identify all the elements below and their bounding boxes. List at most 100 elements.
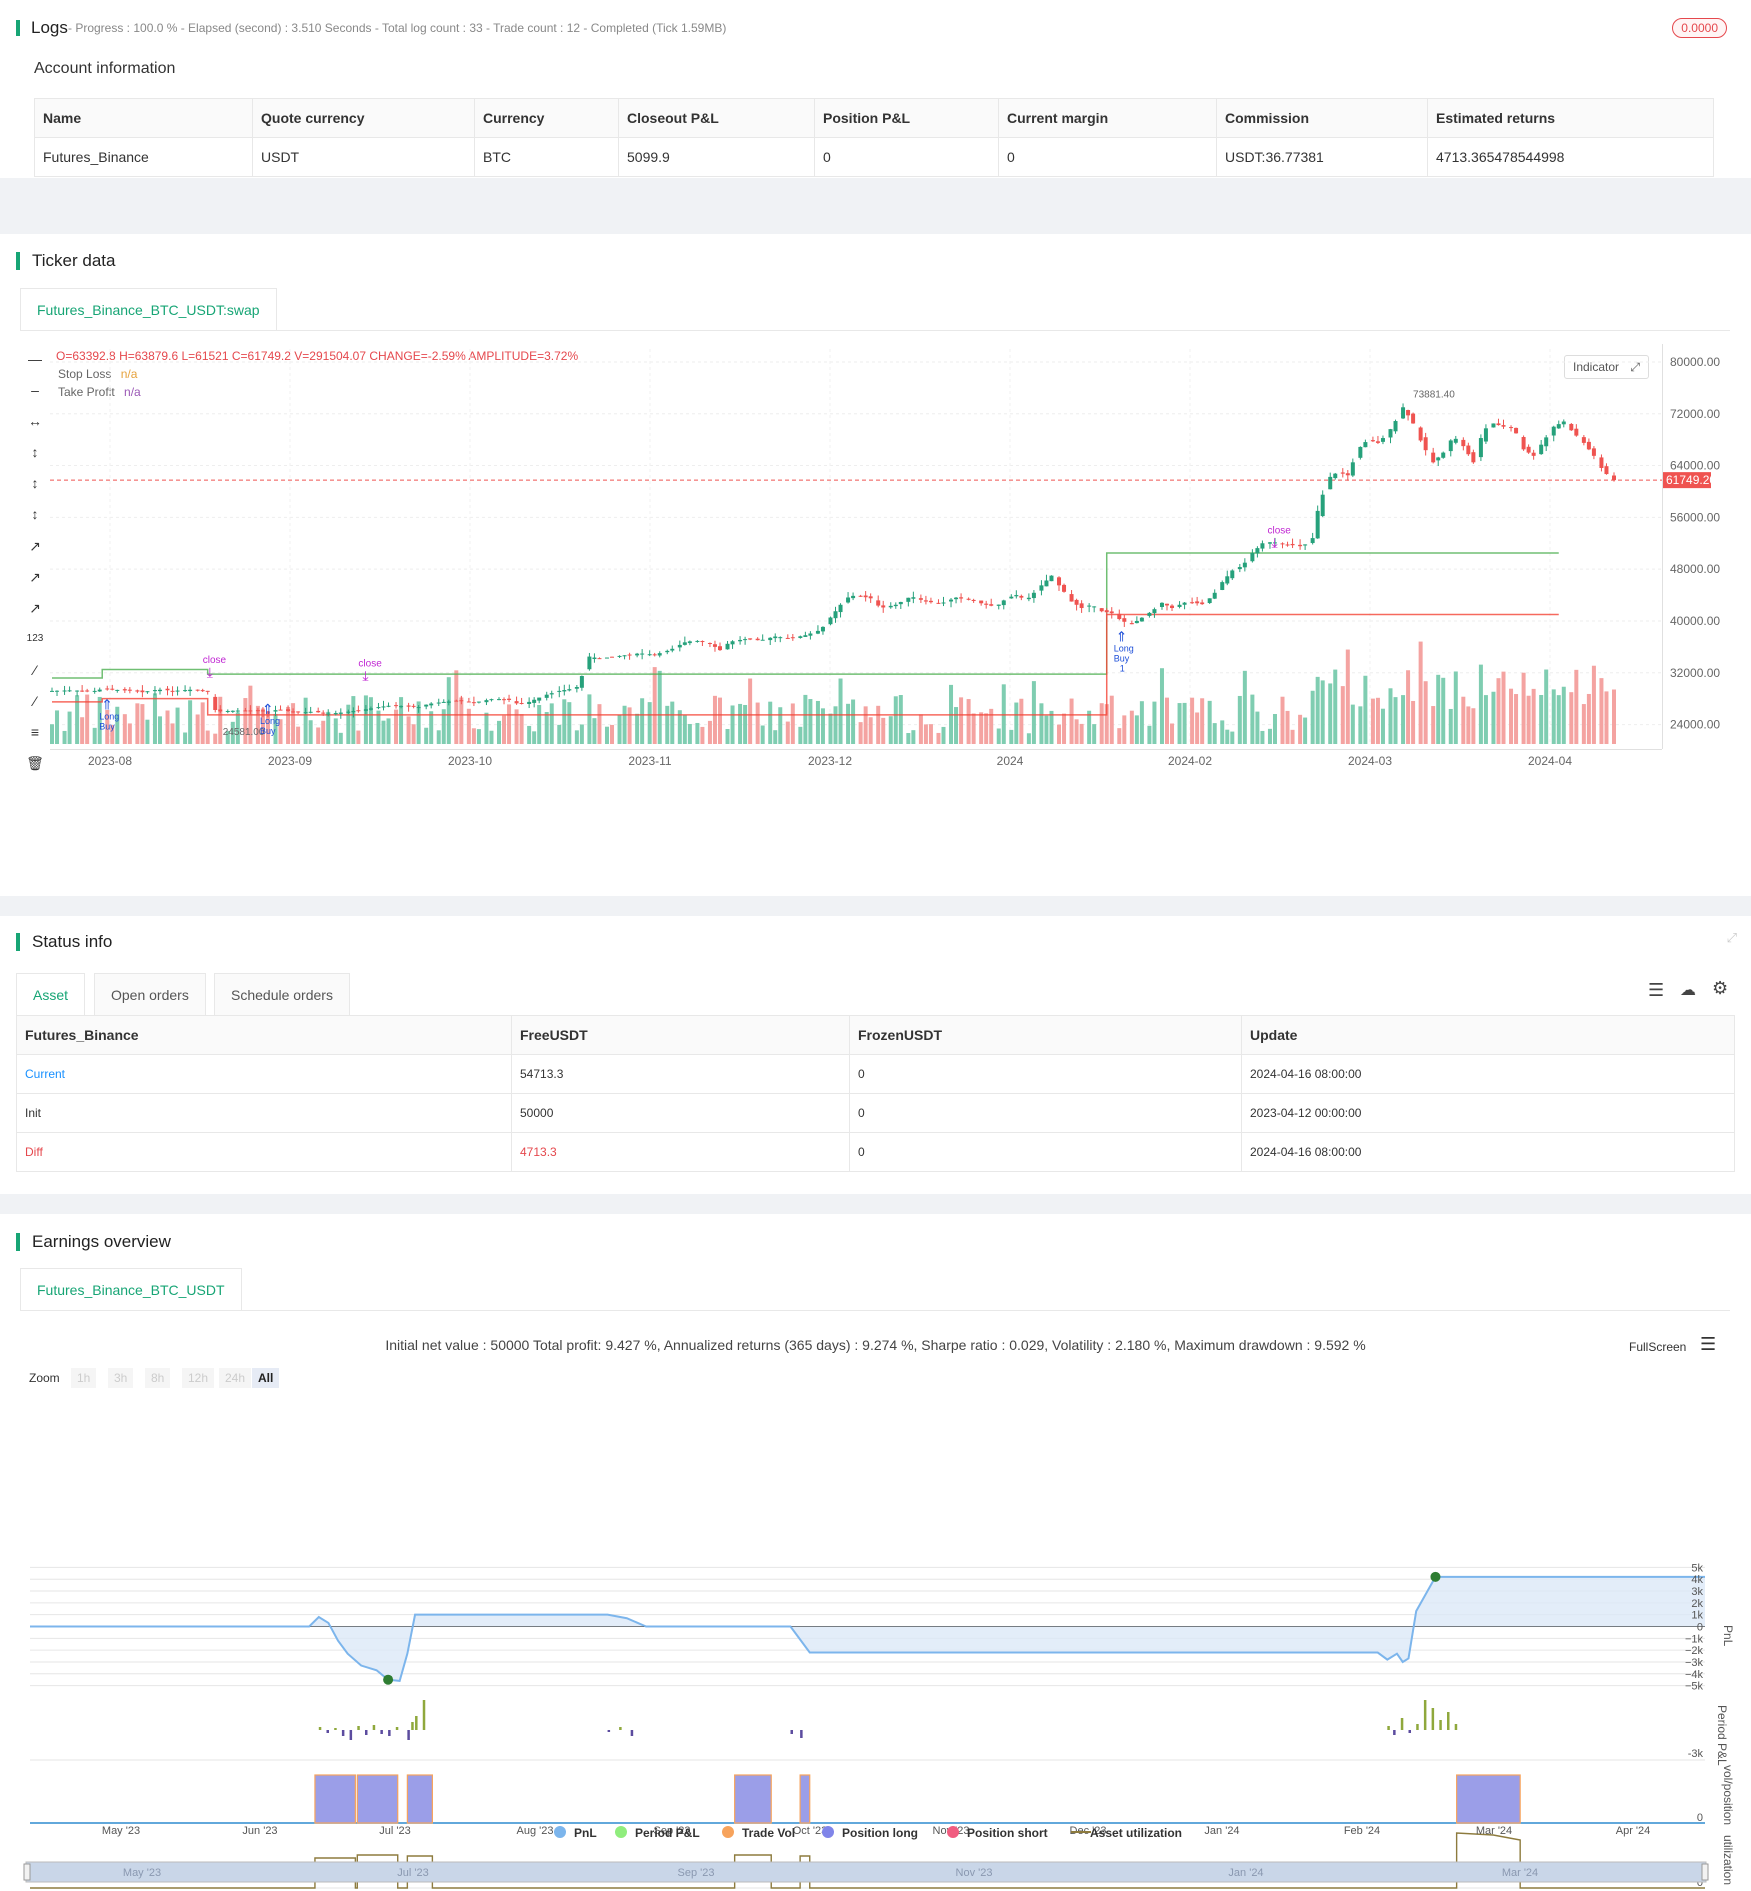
navigator-left-handle[interactable]: [23, 1863, 31, 1881]
volume-bar: [484, 712, 489, 744]
candle-body: [833, 611, 838, 619]
ticker-tab[interactable]: Futures_Binance_BTC_USDT:swap: [20, 288, 277, 330]
trash-icon[interactable]: 🗑: [26, 755, 44, 771]
current-frozen: 0: [849, 1054, 1242, 1094]
fullscreen-button[interactable]: FullScreen: [1629, 1340, 1687, 1354]
volume-bar: [544, 712, 549, 744]
vertical-ray-icon[interactable]: ↕: [31, 475, 39, 491]
horizontal-segment-icon[interactable]: ↔: [28, 413, 42, 429]
candle-body: [911, 597, 916, 599]
asset-col-account: Futures_Binance: [16, 1015, 512, 1055]
navigator-right-handle[interactable]: [1701, 1863, 1709, 1881]
candle-body: [55, 690, 60, 692]
pnl-tick-label: 3k: [1691, 1586, 1703, 1598]
candle-body: [1152, 609, 1157, 614]
volume-bar: [183, 732, 188, 744]
take-profit-legend: Take Profit n/a: [58, 385, 141, 399]
candle-body: [1057, 577, 1062, 586]
navigator-tick: Sep '23: [678, 1867, 715, 1879]
candle-body: [50, 690, 54, 692]
volume-bar: [1272, 714, 1277, 744]
zoom-3h-button[interactable]: 3h: [108, 1368, 134, 1388]
menu-icon[interactable]: ☰: [1700, 1334, 1717, 1354]
volume-bar: [1478, 664, 1483, 744]
candle-body: [406, 705, 411, 707]
candle-body: [549, 693, 554, 695]
period-pnl-bar: [1416, 1724, 1419, 1730]
list-icon[interactable]: ☰: [1648, 980, 1665, 1000]
tab-schedule-orders[interactable]: Schedule orders: [214, 973, 350, 1015]
zoom-12h-button[interactable]: 12h: [182, 1368, 215, 1388]
candle-body: [1290, 543, 1295, 546]
volume-bar: [846, 703, 851, 744]
candle-body: [157, 689, 162, 692]
expand-icon[interactable]: ⤢: [1630, 360, 1640, 374]
zoom-1h-button[interactable]: 1h: [71, 1368, 97, 1388]
navigator-range[interactable]: [25, 1861, 1707, 1883]
price-tick-label: 72000.00: [1670, 407, 1720, 421]
candle-body: [394, 705, 399, 707]
candle-body: [80, 690, 85, 692]
fibonacci-icon[interactable]: ⁄: [33, 693, 37, 709]
horizontal-line-icon[interactable]: —: [28, 351, 42, 367]
zoom-all-button[interactable]: All: [252, 1368, 280, 1388]
candle-body: [213, 696, 218, 711]
volume-bar: [1285, 710, 1290, 744]
volume-bar: [225, 730, 230, 744]
volume-bar: [1569, 692, 1574, 744]
volume-bar: [80, 717, 85, 744]
tab-open-orders[interactable]: Open orders: [94, 973, 206, 1015]
ray-line-icon[interactable]: ↗: [29, 569, 41, 585]
candle-body: [92, 690, 97, 692]
candle-body: [652, 654, 657, 656]
account-cell: 4713.365478544998: [1427, 137, 1714, 177]
vertical-segment-icon[interactable]: ↕: [31, 506, 39, 522]
position-long-block: [406, 1774, 433, 1824]
parallel-channel-icon[interactable]: ⁄: [33, 662, 37, 678]
trend-line-icon[interactable]: ↗: [29, 538, 41, 554]
settings-icon[interactable]: ⚙: [1712, 978, 1729, 998]
segment-line-icon[interactable]: ↗: [29, 600, 41, 616]
volume-bar: [574, 730, 579, 744]
pnl-area: [30, 1576, 1705, 1681]
indicator-button[interactable]: Indicator ⤢: [1564, 355, 1649, 379]
candle-body: [989, 604, 994, 606]
legend-swatch: [822, 1826, 834, 1838]
volume-bar: [1009, 729, 1014, 744]
volume-bar: [989, 708, 994, 744]
period-pnl-bar: [341, 1730, 345, 1736]
vertical-line-icon[interactable]: ↕: [31, 444, 39, 460]
volume-bar: [1370, 698, 1375, 744]
earnings-title: Earnings overview: [16, 1233, 171, 1251]
volume-bar: [489, 730, 494, 744]
zoom-8h-button[interactable]: 8h: [145, 1368, 171, 1388]
candle-body: [1026, 597, 1031, 600]
horizontal-ray-icon[interactable]: –: [31, 382, 39, 398]
volume-bar: [175, 707, 180, 744]
volume-bar: [1200, 698, 1205, 744]
volume-bar: [188, 700, 193, 744]
pnl-axis-title: PnL: [1721, 1625, 1735, 1647]
collapse-icon[interactable]: ⤢: [1726, 930, 1737, 945]
price-label-icon[interactable]: 123: [26, 633, 44, 644]
price-tick-label: 32000.00: [1670, 666, 1720, 680]
horizontal-grid-icon[interactable]: ≡: [30, 724, 40, 740]
cloud-download-icon[interactable]: ☁: [1680, 982, 1696, 999]
volume-bar: [338, 732, 343, 744]
volume-bar: [386, 718, 391, 744]
candle-body: [466, 701, 471, 703]
candlestick-chart[interactable]: 80000.00 72000.00 64000.00 56000.00 48000.00…: [50, 344, 1750, 774]
volume-bar: [1406, 670, 1411, 744]
candle-body: [230, 710, 235, 712]
row-label-current[interactable]: Current: [16, 1054, 512, 1094]
volume-bar: [200, 702, 205, 744]
candle-body: [966, 598, 971, 600]
zoom-24h-button[interactable]: 24h: [219, 1368, 252, 1388]
candle-body: [200, 690, 205, 692]
period-pnl-bar: [380, 1730, 383, 1734]
earnings-tab[interactable]: Futures_Binance_BTC_USDT: [20, 1268, 242, 1310]
tab-asset[interactable]: Asset: [16, 973, 86, 1015]
diff-update: 2024-04-16 08:00:00: [1241, 1132, 1735, 1172]
candle-body: [996, 604, 1001, 606]
